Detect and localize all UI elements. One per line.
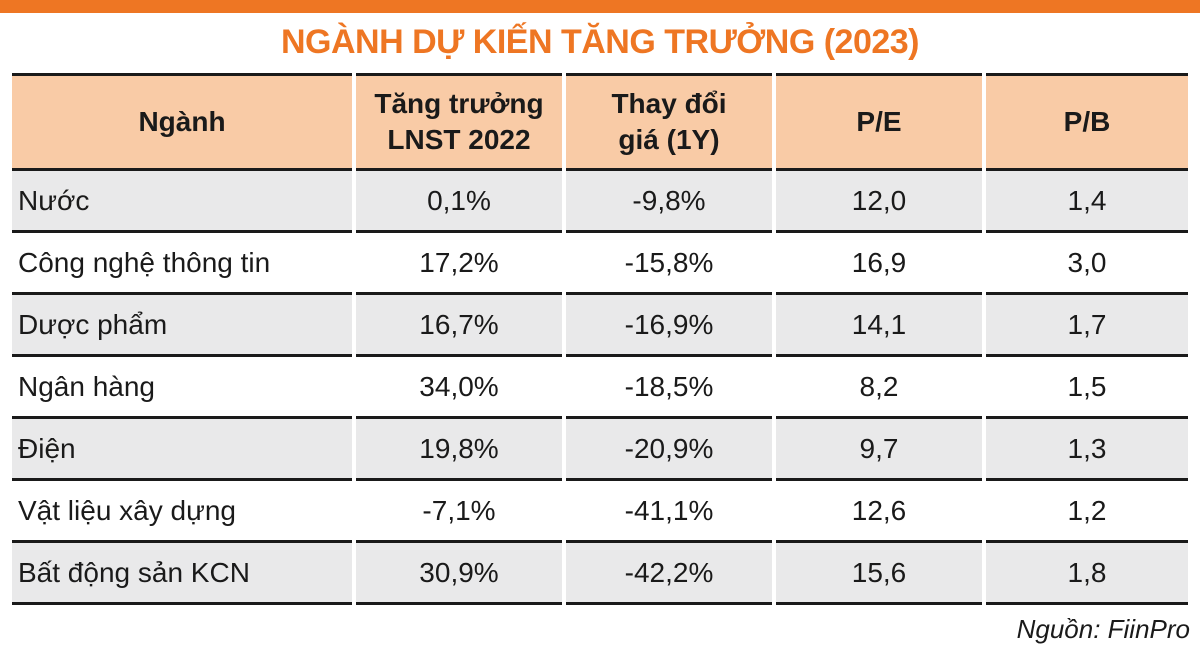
header-row: Ngành Tăng trưởng LNST 2022 Thay đổi giá…: [12, 73, 1188, 171]
cell-tang_truong: -7,1%: [356, 481, 562, 543]
table-row: Vật liệu xây dựng -7,1% -41,1% 12,6 1,2: [12, 481, 1188, 543]
cell-pe: 16,9: [776, 233, 982, 295]
cell-pe: 15,6: [776, 543, 982, 605]
header-tang-truong: Tăng trưởng LNST 2022: [356, 73, 562, 171]
cell-thay_doi: -42,2%: [566, 543, 772, 605]
cell-tang_truong: 30,9%: [356, 543, 562, 605]
cell-tang_truong: 0,1%: [356, 171, 562, 233]
cell-pe: 8,2: [776, 357, 982, 419]
table-header: Ngành Tăng trưởng LNST 2022 Thay đổi giá…: [12, 73, 1188, 171]
header-thay-doi: Thay đổi giá (1Y): [566, 73, 772, 171]
table-row: Điện 19,8% -20,9% 9,7 1,3: [12, 419, 1188, 481]
table-row: Dược phẩm 16,7% -16,9% 14,1 1,7: [12, 295, 1188, 357]
header-pe: P/E: [776, 73, 982, 171]
cell-thay_doi: -18,5%: [566, 357, 772, 419]
top-accent-bar: [0, 0, 1200, 13]
cell-pe: 9,7: [776, 419, 982, 481]
cell-pb: 1,4: [986, 171, 1188, 233]
cell-pe: 12,0: [776, 171, 982, 233]
cell-thay_doi: -20,9%: [566, 419, 772, 481]
source-credit: Nguồn: FiinPro: [1016, 614, 1190, 644]
cell-nganh: Ngân hàng: [12, 357, 352, 419]
cell-nganh: Điện: [12, 419, 352, 481]
industry-growth-table: Ngành Tăng trưởng LNST 2022 Thay đổi giá…: [8, 73, 1192, 605]
cell-nganh: Nước: [12, 171, 352, 233]
cell-pb: 1,3: [986, 419, 1188, 481]
table-row: Ngân hàng 34,0% -18,5% 8,2 1,5: [12, 357, 1188, 419]
cell-pb: 1,7: [986, 295, 1188, 357]
cell-pe: 12,6: [776, 481, 982, 543]
cell-tang_truong: 17,2%: [356, 233, 562, 295]
cell-tang_truong: 16,7%: [356, 295, 562, 357]
cell-nganh: Vật liệu xây dựng: [12, 481, 352, 543]
cell-pe: 14,1: [776, 295, 982, 357]
cell-thay_doi: -15,8%: [566, 233, 772, 295]
cell-pb: 1,2: [986, 481, 1188, 543]
cell-thay_doi: -41,1%: [566, 481, 772, 543]
cell-nganh: Dược phẩm: [12, 295, 352, 357]
cell-pb: 3,0: [986, 233, 1188, 295]
cell-pb: 1,8: [986, 543, 1188, 605]
cell-thay_doi: -16,9%: [566, 295, 772, 357]
table-row: Nước 0,1% -9,8% 12,0 1,4: [12, 171, 1188, 233]
cell-nganh: Công nghệ thông tin: [12, 233, 352, 295]
page-title: NGÀNH DỰ KIẾN TĂNG TRƯỞNG (2023): [280, 23, 920, 61]
header-pb: P/B: [986, 73, 1188, 171]
header-nganh: Ngành: [12, 73, 352, 171]
cell-pb: 1,5: [986, 357, 1188, 419]
table-row: Công nghệ thông tin 17,2% -15,8% 16,9 3,0: [12, 233, 1188, 295]
cell-nganh: Bất động sản KCN: [12, 543, 352, 605]
cell-tang_truong: 19,8%: [356, 419, 562, 481]
cell-thay_doi: -9,8%: [566, 171, 772, 233]
table-row: Bất động sản KCN 30,9% -42,2% 15,6 1,8: [12, 543, 1188, 605]
table-body: Nước 0,1% -9,8% 12,0 1,4 Công nghệ thông tin 1…: [12, 171, 1188, 605]
table-container: Ngành Tăng trưởng LNST 2022 Thay đổi giá…: [0, 73, 1200, 605]
cell-tang_truong: 34,0%: [356, 357, 562, 419]
